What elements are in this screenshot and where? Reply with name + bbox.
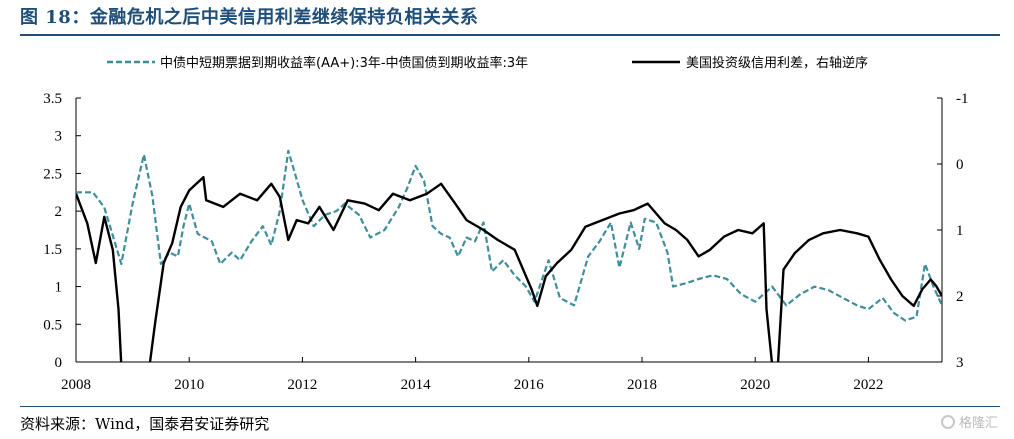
x-tick-label: 2010 (174, 377, 204, 393)
left-tick-label: 3.5 (43, 91, 62, 107)
left-tick-label: 2 (55, 204, 63, 220)
source-divider (20, 406, 1000, 407)
x-tick-label: 2018 (627, 377, 657, 393)
right-tick-label: 0 (956, 157, 964, 173)
chart-canvas: 0 0.5 1 1.5 2 2.5 3 3.5 -1 0 1 2 3 2008 2010 2012 2014 20… (43, 55, 969, 393)
x-tick-label: 2016 (514, 377, 545, 393)
left-tick-label: 3 (55, 129, 63, 145)
left-tick-label: 1.5 (43, 242, 62, 258)
left-tick-label: 1 (55, 280, 63, 296)
right-tick-label: 1 (956, 223, 964, 239)
watermark-text: 格隆汇 (958, 416, 998, 431)
source-note: 资料来源：Wind，国泰君安证券研究 (20, 415, 270, 433)
x-tick-label: 2014 (401, 377, 432, 393)
right-tick-label: 3 (956, 355, 964, 371)
x-tick-label: 2022 (853, 377, 883, 393)
x-tick-label: 2008 (61, 377, 91, 393)
series-line-credit-spread-cn (76, 149, 942, 322)
figure-title: 图 18：金融危机之后中美信用利差继续保持负相关关系 (20, 7, 479, 28)
legend-label-cn: 中债中短期票据到期收益率(AA+):3年-中债国债到期收益率:3年 (160, 55, 528, 71)
left-tick-label: 2.5 (43, 166, 62, 182)
watermark: 格隆汇 (940, 412, 998, 431)
watermark-logo-icon (940, 414, 955, 429)
left-tick-label: 0 (55, 355, 63, 371)
legend-label-us: 美国投资级信用利差，右轴逆序 (686, 55, 868, 71)
right-tick-label: -1 (956, 91, 969, 107)
title-divider (20, 34, 1000, 36)
series-line-credit-spread-us (76, 176, 942, 362)
x-tick-label: 2012 (287, 377, 317, 393)
left-tick-label: 0.5 (43, 317, 62, 333)
x-tick-label: 2020 (740, 377, 770, 393)
right-tick-label: 2 (956, 289, 964, 305)
